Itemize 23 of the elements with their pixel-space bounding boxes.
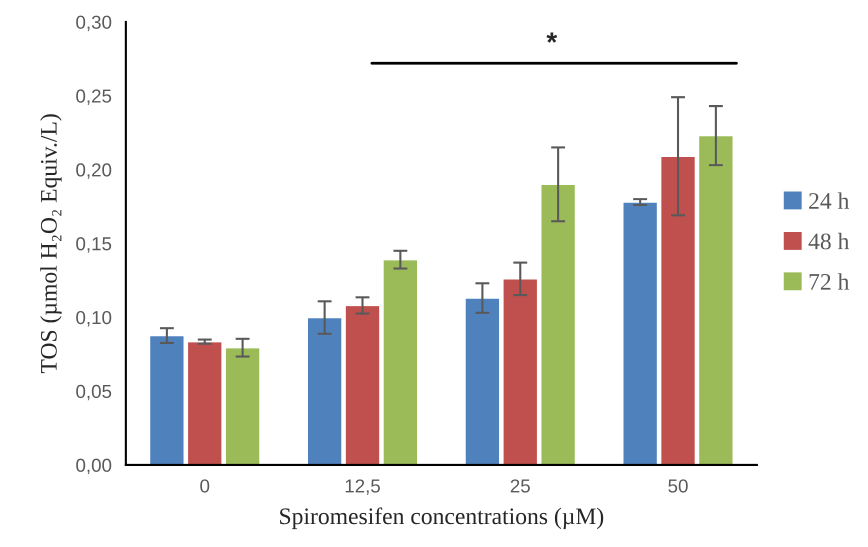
x-tick-label: 25 [510,479,530,493]
y-tick-label: 0,30 [76,16,112,32]
x-axis-title: Spiromesifen concentrations (µM) [280,507,604,530]
bar [622,201,658,465]
y-tick-label: 0,00 [76,458,112,474]
annotation: * [546,32,558,43]
y-axis-title: TOS (µmol H₂O₂ Equiv./L) [40,114,62,374]
x-tick-label: 50 [668,479,688,493]
bar [306,316,343,465]
legend-label: 48 h [808,232,850,250]
legend-label: 72 h [810,273,850,290]
bar [660,156,696,465]
y-tick-label: 0,15 [76,237,112,253]
y-tick-label: 0,05 [76,384,112,400]
bar [344,304,381,465]
bar [698,134,734,465]
y-tick-label: 0,25 [76,89,112,105]
y-tick-label: 0,20 [76,163,112,179]
legend-label: 24 h [809,192,850,209]
x-tick-label: 12,5 [346,479,380,495]
x-tick-label: 0 [200,479,210,493]
bar [382,258,418,465]
y-tick-label: 0,10 [76,310,112,326]
